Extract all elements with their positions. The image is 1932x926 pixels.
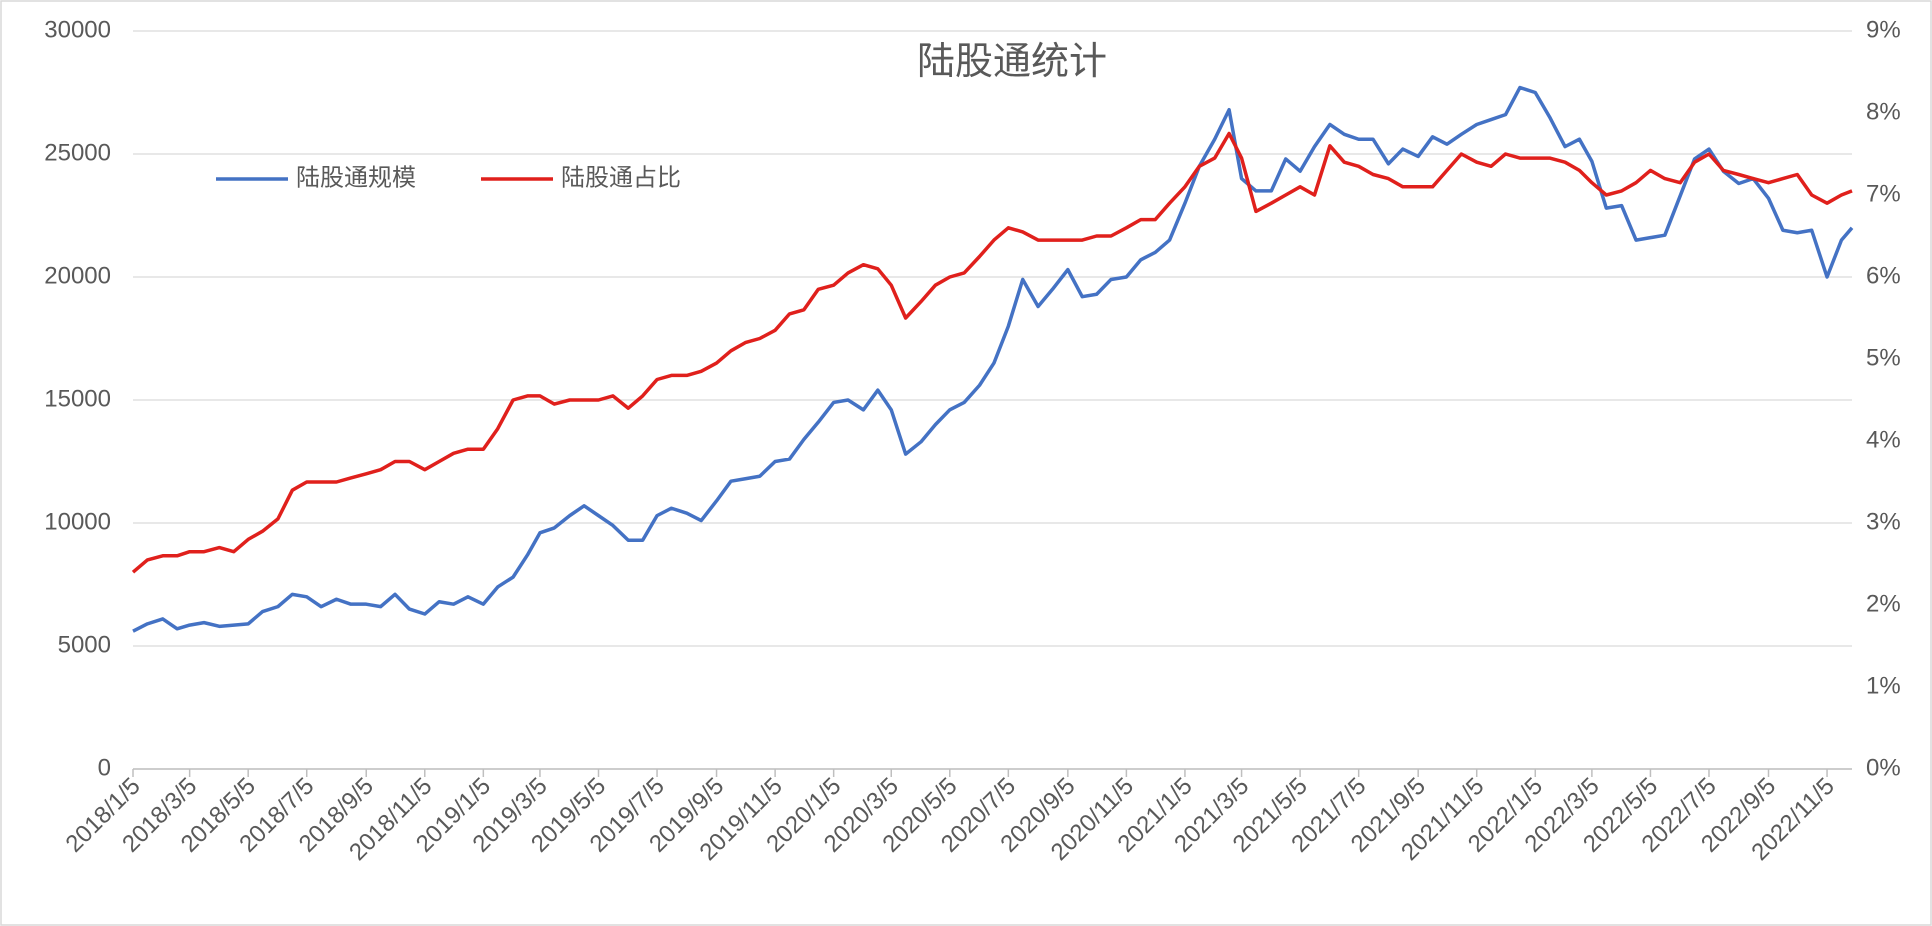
y-tick-label: 25000 — [44, 139, 111, 166]
y-tick-label: 10000 — [44, 508, 111, 535]
y2-tick-label: 8% — [1866, 98, 1901, 125]
chart-title: 陆股通统计 — [917, 41, 1107, 83]
y2-tick-label: 2% — [1866, 590, 1901, 617]
y-tick-label: 20000 — [44, 262, 111, 289]
y-tick-label: 15000 — [44, 385, 111, 412]
series-line — [132, 85, 1854, 633]
y2-tick-label: 0% — [1866, 754, 1901, 781]
y2-tick-label: 9% — [1866, 16, 1901, 43]
y2-tick-label: 4% — [1866, 426, 1901, 453]
y2-tick-label: 1% — [1866, 672, 1901, 699]
legend-label: 陆股通规模 — [296, 164, 416, 191]
y2-tick-label: 3% — [1866, 508, 1901, 535]
y-tick-label: 30000 — [44, 16, 111, 43]
legend-label: 陆股通占比 — [561, 164, 681, 191]
y-tick-label: 5000 — [58, 631, 111, 658]
series-line — [131, 131, 1853, 574]
y-tick-label: 0 — [98, 754, 111, 781]
y2-tick-label: 6% — [1866, 262, 1901, 289]
y2-tick-label: 5% — [1866, 344, 1901, 371]
y2-tick-label: 7% — [1866, 180, 1901, 207]
